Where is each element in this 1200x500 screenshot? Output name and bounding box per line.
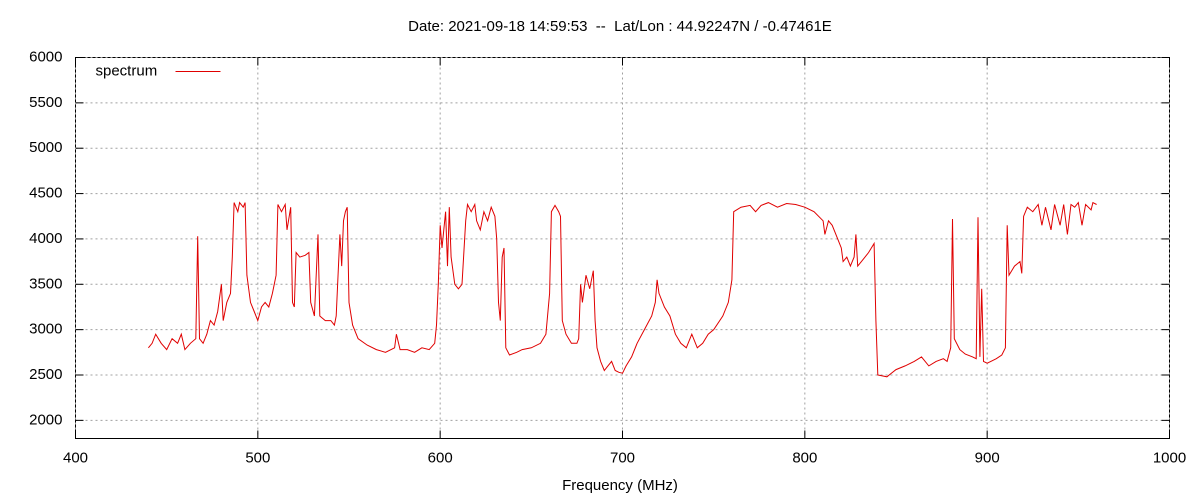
y-tick-label: 6000 (29, 48, 62, 65)
x-tick-label: 800 (792, 449, 817, 466)
x-tick-label: 600 (428, 449, 453, 466)
y-tick-label: 2000 (29, 411, 62, 428)
y-tick-label: 5000 (29, 139, 62, 156)
x-tick-label: 1000 (1153, 449, 1186, 466)
chart-title: Date: 2021-09-18 14:59:53 -- Lat/Lon : 4… (408, 18, 832, 35)
y-tick-label: 3000 (29, 321, 62, 338)
x-axis-label: Frequency (MHz) (562, 477, 678, 494)
y-tick-label: 4500 (29, 185, 62, 202)
legend-label: spectrum (96, 62, 158, 79)
data-line (148, 201, 1097, 378)
x-tick-label: 700 (610, 449, 635, 466)
x-tick-label: 400 (63, 449, 88, 466)
x-tick-label: 900 (975, 449, 1000, 466)
y-tick-label: 5500 (29, 94, 62, 111)
y-tick-label: 2500 (29, 366, 62, 383)
y-tick-label: 4000 (29, 230, 62, 247)
x-tick-label: 500 (245, 449, 270, 466)
y-tick-label: 3500 (29, 275, 62, 292)
